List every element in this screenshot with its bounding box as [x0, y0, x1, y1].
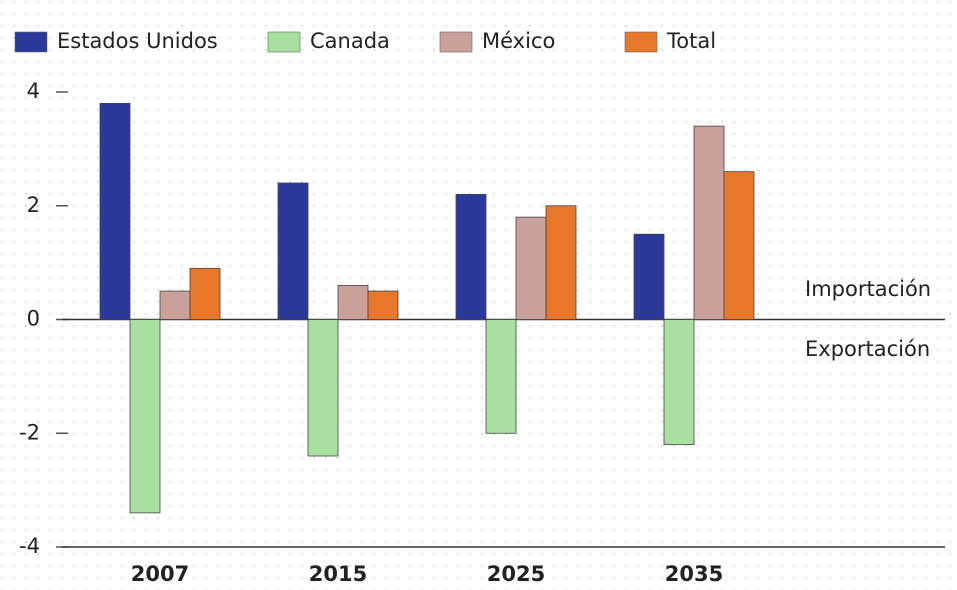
bar — [545, 205, 577, 320]
x-tick-label: 2025 — [487, 562, 545, 586]
legend-swatch — [439, 31, 473, 53]
legend-label: Canada — [310, 29, 390, 53]
bar — [455, 193, 487, 320]
y-tick-label: 4 — [27, 79, 40, 103]
annotation: Importación — [805, 277, 931, 301]
legend-label: Estados Unidos — [57, 29, 218, 53]
bar — [515, 216, 547, 320]
bar — [129, 319, 161, 514]
bar — [723, 171, 755, 320]
bar — [277, 182, 309, 320]
bar — [367, 290, 399, 320]
bar — [663, 319, 695, 446]
legend-swatch — [14, 31, 48, 53]
legend-label: México — [482, 29, 555, 53]
y-tick-label: -2 — [19, 420, 40, 444]
legend-swatch — [267, 31, 301, 53]
y-tick-label: 0 — [27, 307, 40, 331]
y-tick-label: -4 — [19, 534, 40, 558]
bar — [633, 233, 665, 320]
legend-label: Total — [666, 29, 716, 53]
x-tick-label: 2007 — [131, 562, 189, 586]
legend-swatch — [624, 31, 658, 53]
bar — [693, 125, 725, 320]
x-tick-label: 2015 — [309, 562, 367, 586]
bar — [485, 319, 517, 434]
bar — [99, 102, 131, 320]
annotation: Exportación — [805, 337, 930, 361]
bar — [337, 284, 369, 320]
y-tick-label: 2 — [27, 193, 40, 217]
x-tick-label: 2035 — [665, 562, 723, 586]
bar — [159, 290, 191, 320]
bar — [189, 267, 221, 320]
bar — [307, 319, 339, 457]
